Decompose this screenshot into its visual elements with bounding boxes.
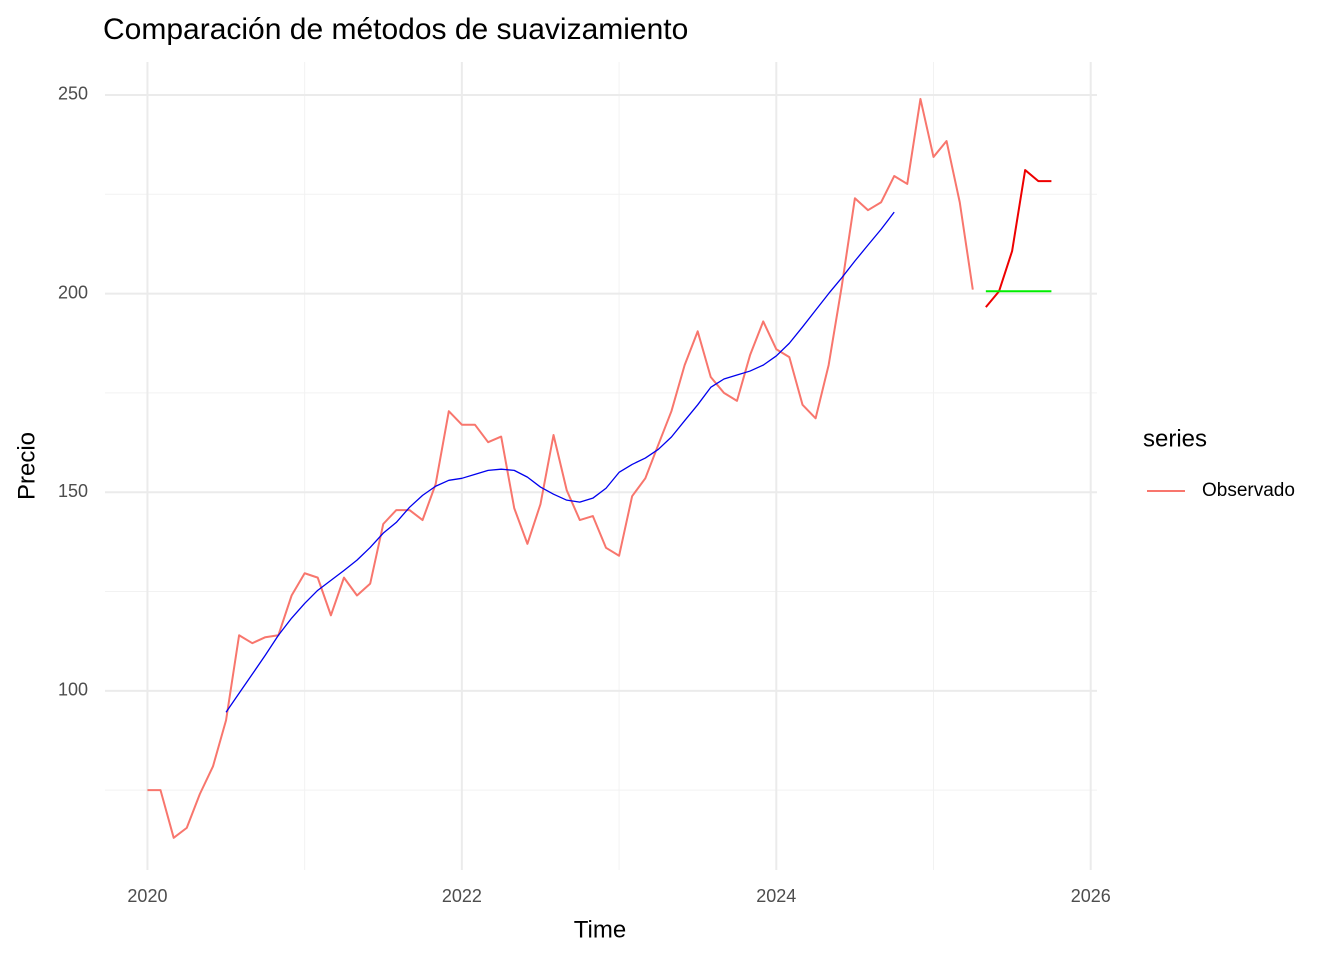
series-line: [985, 169, 1052, 308]
chart-title: Comparación de métodos de suavizamiento: [103, 13, 688, 46]
y-tick-label: 200: [58, 282, 88, 302]
grid: [105, 62, 1097, 870]
x-tick-label: 2024: [756, 886, 796, 906]
x-axis-title: Time: [574, 916, 626, 943]
y-axis-title: Precio: [13, 432, 40, 500]
y-tick-label: 250: [58, 84, 88, 104]
legend-title: series: [1143, 425, 1207, 452]
y-tick-label: 150: [58, 481, 88, 501]
x-tick-label: 2022: [442, 886, 482, 906]
series-line: [225, 211, 895, 713]
series-line: [147, 97, 974, 839]
lines: [147, 97, 1052, 839]
y-tick-label: 100: [58, 680, 88, 700]
legend-label: Observado: [1202, 480, 1295, 501]
x-tick-label: 2020: [127, 886, 167, 906]
x-tick-label: 2026: [1071, 886, 1111, 906]
